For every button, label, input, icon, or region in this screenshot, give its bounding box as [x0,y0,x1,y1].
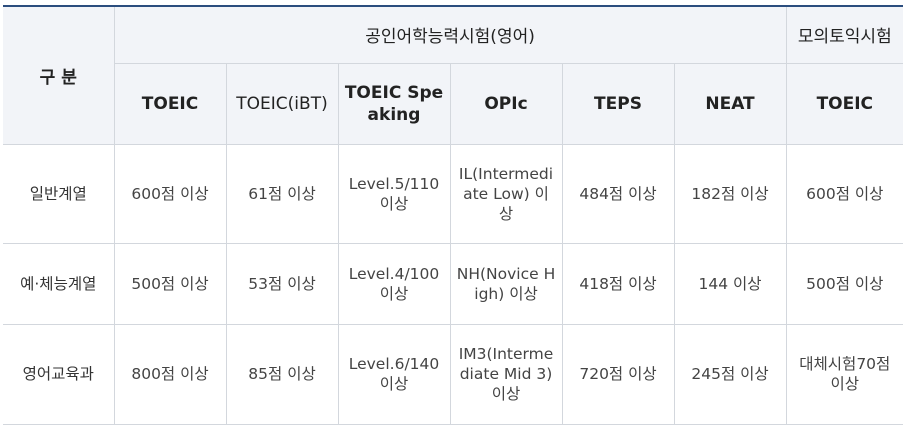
row-label: 일반계열 [3,143,115,244]
table-cell: 800점 이상 [113,323,227,425]
col-toeic-speaking: TOEIC Speaking [337,62,451,145]
table-cell: IL(Intermediate Low) 이상 [449,143,563,244]
col-opic: OPIc [449,62,563,145]
language-requirements-table: 구 분 공인어학능력시험(영어) 모의토익시험 TOEIC TOEIC(iBT)… [3,5,904,425]
table-cell: 대체시험70점 이상 [785,323,904,425]
table-cell: 53점 이상 [225,242,339,325]
table-row: 영어교육과 800점 이상 85점 이상 Level.6/140 이상 IM3(… [3,323,904,425]
table-cell: Level.5/110 이상 [337,143,451,244]
table-cell: 245점 이상 [673,323,787,425]
table-cell: 61점 이상 [225,143,339,244]
table-cell: 600점 이상 [785,143,904,244]
table-row: 일반계열 600점 이상 61점 이상 Level.5/110 이상 IL(In… [3,143,904,244]
table-cell: 182점 이상 [673,143,787,244]
table-cell: Level.4/100 이상 [337,242,451,325]
col-mock-toeic: TOEIC [785,62,904,145]
header-column-row: TOEIC TOEIC(iBT) TOEIC Speaking OPIc TEP… [3,62,904,145]
table-cell: 85점 이상 [225,323,339,425]
table-row: 예·체능계열 500점 이상 53점 이상 Level.4/100 이상 NH(… [3,242,904,325]
col-neat: NEAT [673,62,787,145]
table-cell: 484점 이상 [561,143,675,244]
table-cell: 500점 이상 [785,242,904,325]
table-cell: 720점 이상 [561,323,675,425]
category-header: 구 분 [3,5,115,145]
table-cell: 500점 이상 [113,242,227,325]
row-label: 영어교육과 [3,323,115,425]
col-teps: TEPS [561,62,675,145]
table-cell: IM3(Intermediate Mid 3) 이상 [449,323,563,425]
table-cell: Level.6/140 이상 [337,323,451,425]
header-group-row: 구 분 공인어학능력시험(영어) 모의토익시험 [3,5,904,145]
row-label: 예·체능계열 [3,242,115,325]
col-toeic: TOEIC [114,62,227,145]
col-toeic-ibt: TOEIC(iBT) [225,62,339,145]
table-cell: 418점 이상 [561,242,675,325]
table-cell: 600점 이상 [113,143,227,244]
table-cell: 144 이상 [673,242,787,325]
official-test-group-header: 공인어학능력시험(영어) [113,5,787,64]
mock-test-group-header: 모의토익시험 [785,5,904,64]
table-cell: NH(Novice High) 이상 [449,242,563,325]
